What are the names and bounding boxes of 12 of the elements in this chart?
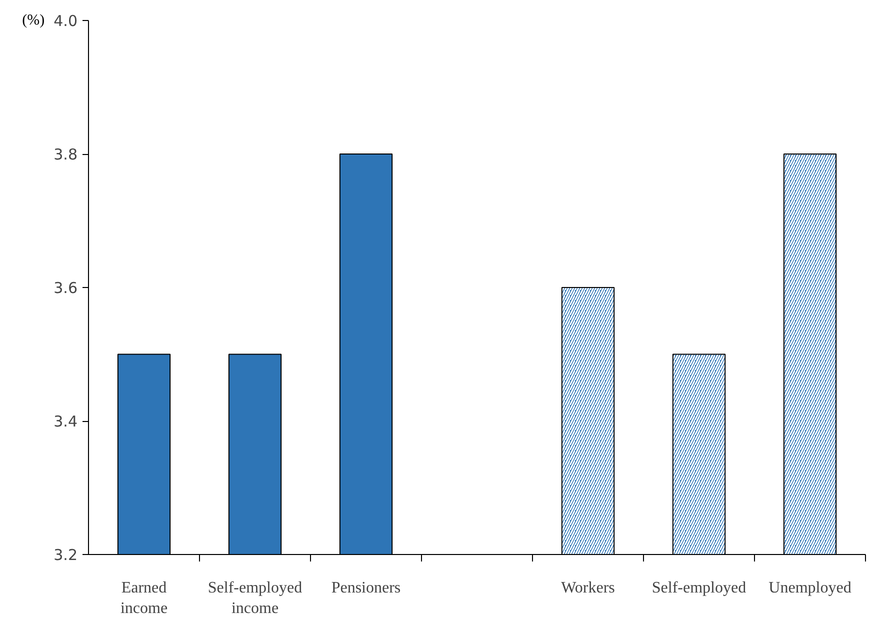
y-tick-label: 3.6 — [54, 279, 78, 297]
x-tick-label: Earned income — [120, 580, 168, 617]
y-tick-label: 3.4 — [54, 412, 78, 430]
x-tick-label: Self-employed — [652, 580, 746, 596]
y-axis-title: (%) — [22, 12, 45, 28]
y-tick-label: 3.2 — [54, 546, 78, 564]
y-tick-label: 4.0 — [54, 12, 78, 30]
x-tick-label: Workers — [561, 580, 615, 596]
x-tick-label: Self-employed income — [208, 580, 302, 617]
y-tick-label: 3.8 — [54, 146, 78, 164]
x-tick-label: Pensioners — [331, 580, 401, 596]
x-tick-label: Unemployed — [768, 580, 852, 596]
